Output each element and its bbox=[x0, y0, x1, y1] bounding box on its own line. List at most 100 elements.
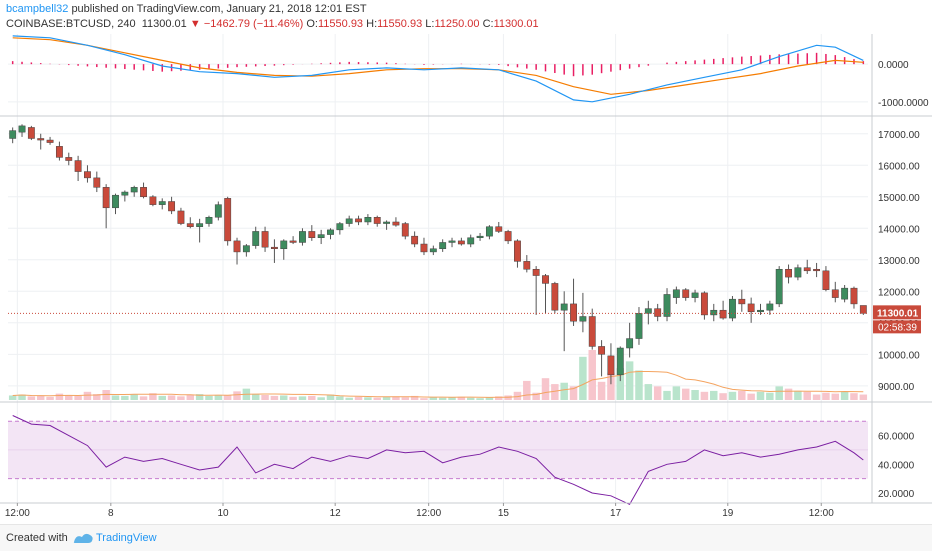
candle-body bbox=[448, 240, 456, 243]
volume-bar bbox=[270, 395, 279, 400]
candle-body bbox=[18, 125, 26, 133]
volume-bar bbox=[635, 370, 643, 400]
volume-bar bbox=[280, 395, 288, 400]
volume-bar bbox=[588, 350, 596, 400]
candle-body bbox=[757, 309, 764, 313]
candle-body bbox=[280, 240, 288, 250]
volume-bar bbox=[195, 394, 204, 400]
volume-bar bbox=[93, 394, 101, 400]
volume-bar bbox=[308, 395, 316, 400]
volume-bar bbox=[410, 395, 419, 400]
volume-bar bbox=[672, 386, 681, 400]
tradingview-brand-link[interactable]: TradingView bbox=[96, 532, 157, 544]
volume-bar bbox=[46, 396, 54, 400]
candle-body bbox=[551, 283, 559, 311]
candle-body bbox=[373, 217, 381, 224]
candle-body bbox=[822, 270, 830, 290]
candle-body bbox=[570, 303, 577, 322]
candle-body bbox=[233, 240, 241, 253]
rsi-tick-label: 60.0000 bbox=[878, 432, 915, 443]
x-tick-label: 19 bbox=[722, 508, 734, 519]
price-tick-label: 14000.00 bbox=[878, 224, 920, 235]
candle-body bbox=[186, 223, 194, 227]
volume-bar bbox=[504, 395, 512, 400]
volume-bar bbox=[130, 394, 138, 400]
volume-bar bbox=[663, 390, 671, 400]
volume-bars bbox=[8, 350, 868, 400]
price-tick-label: 15000.00 bbox=[878, 193, 920, 204]
open-value: 11550.93 bbox=[317, 18, 364, 30]
x-tick-label: 10 bbox=[217, 508, 229, 519]
volume-bar bbox=[392, 396, 400, 400]
candle-body bbox=[345, 218, 353, 224]
candle-body bbox=[598, 346, 606, 355]
volume-bar bbox=[65, 395, 73, 400]
publish-info: bcampbell32 published on TradingView.com… bbox=[6, 3, 367, 15]
candle-body bbox=[214, 204, 222, 218]
volume-bar bbox=[831, 393, 840, 400]
chart-area[interactable]: 17000.00 16000.00 15000.00 14000.00 13000.00… bbox=[0, 34, 932, 524]
volume-bar bbox=[457, 396, 466, 400]
candle-body bbox=[700, 292, 708, 316]
candle-body bbox=[149, 196, 157, 205]
candle-body bbox=[74, 160, 82, 172]
volume-bar bbox=[691, 390, 699, 400]
volume-bar bbox=[83, 391, 92, 400]
candle-body bbox=[644, 308, 652, 314]
volume-bar bbox=[186, 394, 195, 400]
candle-body bbox=[616, 347, 624, 376]
candle-body bbox=[224, 198, 232, 242]
last-price-label: 11300.01 bbox=[877, 308, 919, 319]
volume-bar bbox=[354, 396, 363, 400]
volume-bar bbox=[223, 395, 232, 400]
volume-bar bbox=[784, 388, 793, 400]
candle-body bbox=[607, 355, 615, 376]
tradingview-logo-icon[interactable] bbox=[72, 531, 94, 545]
candle-body bbox=[747, 303, 755, 313]
volume-bar bbox=[167, 395, 176, 400]
volume-bar bbox=[18, 394, 26, 400]
volume-bar bbox=[102, 390, 110, 400]
candle-body bbox=[420, 243, 428, 253]
volume-bar bbox=[794, 390, 802, 400]
price-tick-label: 12000.00 bbox=[878, 287, 920, 298]
candle-body bbox=[476, 235, 484, 238]
candle-body bbox=[813, 268, 821, 272]
candle-body bbox=[37, 138, 45, 141]
volume-bar bbox=[401, 397, 410, 400]
price-tick-label: 16000.00 bbox=[878, 161, 920, 172]
candle-body bbox=[626, 338, 634, 349]
volume-bar bbox=[859, 394, 868, 400]
candle-body bbox=[729, 298, 736, 319]
open-label: O: bbox=[306, 18, 318, 30]
candle-body bbox=[289, 240, 297, 243]
volume-bar bbox=[336, 396, 344, 400]
candle-body bbox=[336, 223, 344, 231]
countdown-label: 02:58:39 bbox=[878, 322, 917, 333]
author-link[interactable]: bcampbell32 bbox=[6, 3, 69, 15]
volume-bar bbox=[681, 388, 690, 400]
candle-body bbox=[196, 223, 204, 227]
candle-body bbox=[654, 308, 662, 317]
candle-body bbox=[542, 275, 549, 284]
candle-body bbox=[775, 268, 783, 305]
footer: Created with TradingView bbox=[0, 524, 932, 551]
candle-body bbox=[242, 245, 250, 253]
low-value: 11250.00 bbox=[434, 18, 480, 30]
candle-body bbox=[785, 268, 792, 278]
volume-bar bbox=[738, 390, 746, 400]
candle-body bbox=[327, 229, 334, 235]
candle-body bbox=[682, 289, 690, 298]
x-tick-label: 12:00 bbox=[809, 508, 834, 519]
candle-body bbox=[261, 231, 269, 248]
volume-bar bbox=[597, 381, 606, 400]
macd-line bbox=[12, 35, 864, 103]
pane-frames bbox=[0, 34, 932, 504]
candle-body bbox=[308, 231, 316, 238]
rsi-pane bbox=[12, 415, 864, 506]
volume-bar bbox=[551, 384, 559, 400]
volume-bar bbox=[485, 397, 494, 400]
volume-bar bbox=[616, 368, 625, 400]
candle-body bbox=[495, 226, 503, 232]
candle-body bbox=[46, 139, 54, 143]
